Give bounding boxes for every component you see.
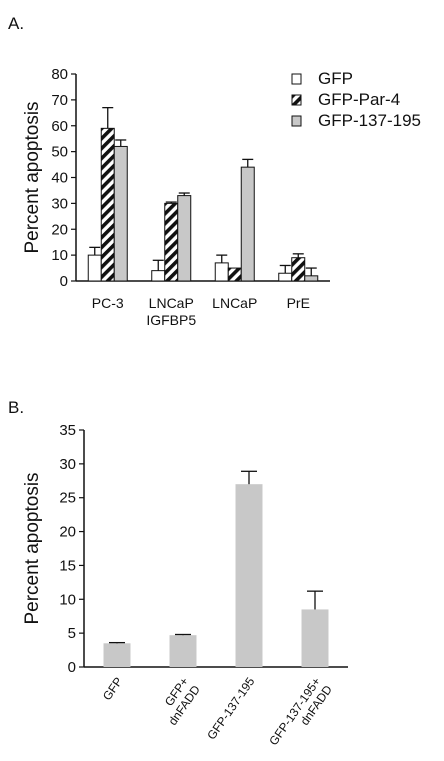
bar — [177, 195, 192, 282]
legend-label: GFP-Par-4 — [318, 90, 400, 109]
y-tick-label: 30 — [51, 195, 68, 212]
chart-b: 0 5 10 15 20 25 30 35 Percent apoptosis GFP GFP+dn… — [22, 422, 348, 756]
category-label: LNCaP — [212, 295, 257, 311]
panel-a-label: A. — [8, 14, 25, 33]
legend-swatch — [291, 73, 302, 85]
chart-a: 0 10 20 30 40 50 60 70 80 Percent apoptosis PC-3 LN… — [22, 66, 421, 328]
bar — [227, 267, 242, 282]
bar — [214, 262, 229, 282]
y-tick-label: 10 — [59, 591, 76, 608]
bar — [87, 254, 102, 282]
category-label: GFP — [100, 675, 126, 703]
y-tick-label: 20 — [51, 221, 68, 238]
y-tick-label: 5 — [68, 625, 76, 642]
category-label: IGFBP5 — [146, 312, 196, 328]
y-tick-label: 35 — [59, 422, 76, 439]
bar — [113, 145, 128, 282]
category-label: GFP-137-195+dnFADD — [266, 674, 335, 756]
y-tick-label: 40 — [51, 170, 68, 187]
y-tick-label: 0 — [60, 273, 68, 290]
bar — [100, 127, 115, 282]
y-axis-label: Percent apoptosis — [22, 101, 43, 253]
bar — [291, 257, 306, 282]
bar — [169, 635, 197, 667]
bar — [301, 609, 329, 667]
bar — [304, 275, 319, 282]
legend-label: GFP — [318, 69, 353, 88]
bar — [278, 272, 293, 282]
legend-swatch — [291, 115, 302, 127]
y-tick-label: 15 — [59, 557, 76, 574]
bar — [103, 643, 131, 667]
category-label: GFP-137-195 — [204, 674, 257, 742]
bar — [164, 202, 179, 282]
y-tick-label: 50 — [51, 144, 68, 161]
category-label: PC-3 — [92, 295, 124, 311]
y-tick-label: 0 — [68, 659, 76, 676]
legend-label: GFP-137-195 — [318, 111, 421, 130]
legend-swatch — [291, 94, 302, 106]
y-tick-label: 80 — [51, 66, 68, 83]
y-axis-label: Percent apoptosis — [22, 472, 43, 624]
y-tick-label: 25 — [59, 490, 76, 507]
y-tick-label: 30 — [59, 456, 76, 473]
panel-b-label: B. — [8, 398, 25, 417]
y-tick-label: 20 — [59, 524, 76, 541]
bar — [240, 166, 255, 282]
y-tick-label: 60 — [51, 118, 68, 135]
y-tick-label: 70 — [51, 92, 68, 109]
category-label: PrE — [287, 295, 310, 311]
category-label: LNCaP — [149, 295, 194, 311]
category-label: GFP+dnFADD — [154, 674, 203, 727]
bar — [235, 484, 263, 667]
y-tick-label: 10 — [51, 247, 68, 264]
bar — [151, 270, 166, 282]
